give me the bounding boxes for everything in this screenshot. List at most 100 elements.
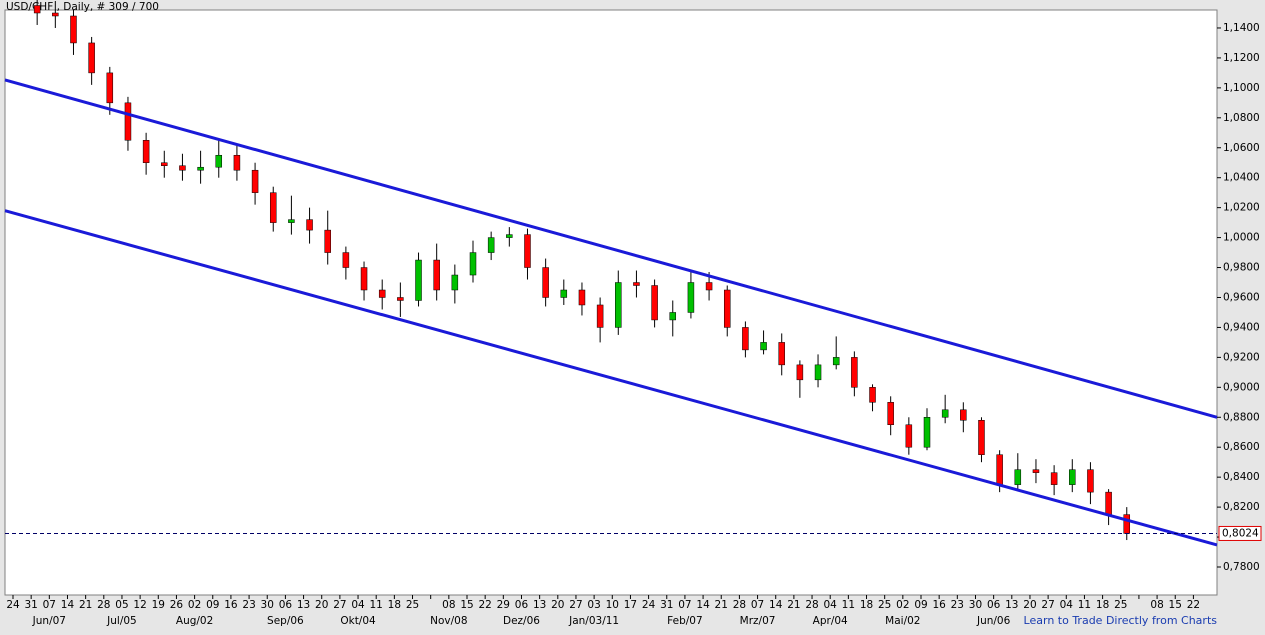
month-label: Jun/06 [976, 615, 1011, 627]
x-tick-label: 16 [224, 599, 238, 611]
x-tick-label: 02 [896, 599, 909, 611]
candle-body [124, 102, 132, 141]
candle-body [106, 72, 114, 104]
x-tick-label: 30 [969, 599, 982, 611]
x-tick-label: 25 [1114, 599, 1127, 611]
month-label: Apr/04 [813, 615, 848, 627]
candle-body [705, 282, 713, 291]
x-tick-label: 10 [606, 599, 619, 611]
candle-body [560, 289, 568, 298]
candle-body [161, 162, 168, 166]
candle-body [1014, 469, 1022, 485]
month-label: Dez/06 [503, 615, 540, 627]
x-tick-label: 22 [1187, 599, 1200, 611]
candle-body [615, 282, 622, 328]
x-tick-label: 04 [1060, 599, 1074, 611]
x-tick-label: 22 [478, 599, 491, 611]
x-tick-label: 07 [43, 599, 56, 611]
candle-body [269, 192, 277, 223]
candle-body [433, 259, 440, 291]
x-tick-label: 09 [914, 599, 927, 611]
x-tick-label: 12 [133, 599, 146, 611]
x-tick-label: 05 [115, 599, 128, 611]
x-tick-label: 14 [61, 599, 75, 611]
candle-body [487, 237, 495, 253]
month-label: Jan/03/11 [568, 615, 619, 627]
x-tick-label: 18 [860, 599, 873, 611]
x-tick-label: 06 [987, 599, 1001, 611]
x-tick-label: 11 [842, 599, 855, 611]
candle-body [378, 289, 386, 298]
x-tick-label: 28 [97, 599, 110, 611]
candle-body [415, 259, 422, 301]
x-tick-label: 25 [406, 599, 419, 611]
x-tick-label: 13 [297, 599, 310, 611]
candle-body [832, 357, 840, 366]
candle-body [651, 285, 658, 321]
x-tick-label: 24 [6, 599, 20, 611]
x-tick-label: 07 [678, 599, 691, 611]
y-tick-label: 1,0800 [1223, 112, 1260, 124]
candle-body [1032, 469, 1040, 473]
x-tick-label: 23 [242, 599, 255, 611]
x-tick-label: 19 [152, 599, 165, 611]
candle-body [215, 154, 223, 168]
plot-area [4, 9, 1218, 596]
x-tick-label: 13 [1005, 599, 1018, 611]
candle-body [306, 219, 313, 231]
x-tick-label: 08 [442, 599, 455, 611]
y-tick-label: 0,8400 [1223, 471, 1260, 483]
candle-body [469, 252, 477, 276]
candle-body [1105, 491, 1112, 515]
y-tick-label: 0,9000 [1223, 381, 1260, 393]
footer-link[interactable]: Learn to Trade Directly from Charts [1024, 614, 1218, 627]
candle-body [52, 12, 59, 17]
x-tick-label: 04 [351, 599, 365, 611]
candle-body [506, 234, 513, 238]
y-tick-label: 1,0200 [1223, 202, 1260, 214]
month-label: Feb/07 [667, 615, 703, 627]
x-tick-label: 23 [951, 599, 964, 611]
y-tick-label: 0,9200 [1223, 351, 1260, 363]
x-tick-label: 09 [206, 599, 219, 611]
candle-body [197, 166, 204, 171]
candle-body [923, 417, 931, 448]
x-tick-label: 20 [551, 599, 564, 611]
channel-line [4, 209, 1218, 547]
y-tick-label: 1,0000 [1223, 232, 1260, 244]
candle-body [941, 409, 949, 418]
channel-line [4, 78, 1218, 419]
x-tick-label: 29 [497, 599, 510, 611]
candle-body [179, 165, 186, 171]
month-label: Jun/07 [32, 615, 66, 627]
x-tick-label: 26 [170, 599, 184, 611]
candle-body [851, 357, 858, 388]
x-tick-label: 27 [333, 599, 346, 611]
x-tick-label: 11 [370, 599, 383, 611]
x-tick-label: 06 [515, 599, 529, 611]
x-tick-label: 21 [715, 599, 728, 611]
x-tick-label: 14 [769, 599, 783, 611]
current-price-box [1218, 525, 1262, 541]
candle-body [524, 234, 531, 268]
y-tick-label: 0,8600 [1223, 441, 1260, 453]
candle-body [33, 5, 41, 14]
candle-body [360, 267, 368, 291]
x-tick-label: 20 [1023, 599, 1036, 611]
y-tick-label: 1,0600 [1223, 142, 1260, 154]
y-tick-label: 0,8800 [1223, 411, 1260, 423]
x-tick-label: 28 [733, 599, 746, 611]
x-tick-label: 28 [805, 599, 818, 611]
candle-body [542, 267, 549, 298]
candle-body [70, 15, 77, 44]
x-tick-label: 07 [751, 599, 764, 611]
y-tick-label: 0,9600 [1223, 291, 1260, 303]
current-price-label: 0,8024 [1222, 527, 1259, 539]
x-tick-label: 08 [1150, 599, 1163, 611]
x-tick-label: 03 [587, 599, 600, 611]
candle-body [760, 342, 767, 351]
x-tick-label: 16 [932, 599, 946, 611]
candle-body [397, 297, 404, 301]
x-tick-label: 15 [460, 599, 473, 611]
